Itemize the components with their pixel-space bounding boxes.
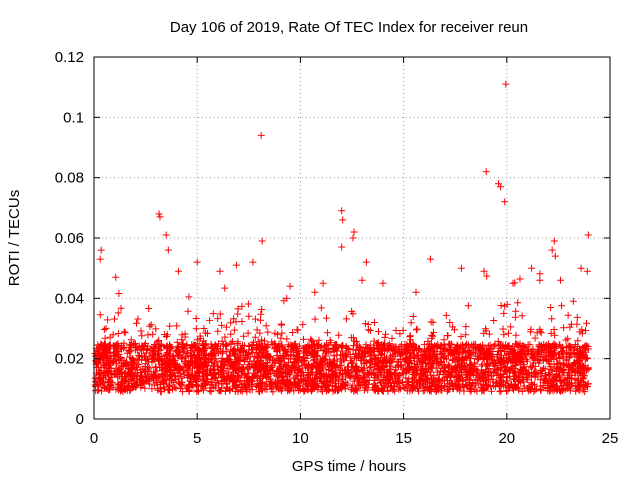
- x-tick-label: 20: [498, 430, 515, 447]
- y-tick-label: 0: [76, 411, 84, 428]
- chart-title: Day 106 of 2019, Rate Of TEC Index for r…: [170, 19, 528, 36]
- x-tick-label: 5: [193, 430, 201, 447]
- y-tick-label: 0.02: [55, 351, 84, 368]
- y-tick-label: 0.04: [55, 290, 84, 307]
- y-tick-label: 0.12: [55, 49, 84, 66]
- x-tick-label: 0: [90, 430, 98, 447]
- x-tick-label: 10: [292, 430, 309, 447]
- grid: [94, 57, 610, 419]
- y-axis-ticks: 0 0.02 0.04 0.06 0.08 0.1 0.12: [55, 49, 610, 428]
- y-tick-label: 0.1: [63, 109, 84, 126]
- x-tick-label: 25: [602, 430, 619, 447]
- y-axis-label: ROTI / TECUs: [6, 190, 23, 286]
- x-axis-ticks: 0 5 10 15 20 25: [90, 57, 619, 447]
- roti-markers: [91, 80, 592, 396]
- x-tick-label: 15: [395, 430, 412, 447]
- data-points: [91, 80, 592, 396]
- y-tick-label: 0.08: [55, 170, 84, 187]
- x-axis-label: GPS time / hours: [292, 458, 406, 475]
- y-tick-label: 0.06: [55, 230, 84, 247]
